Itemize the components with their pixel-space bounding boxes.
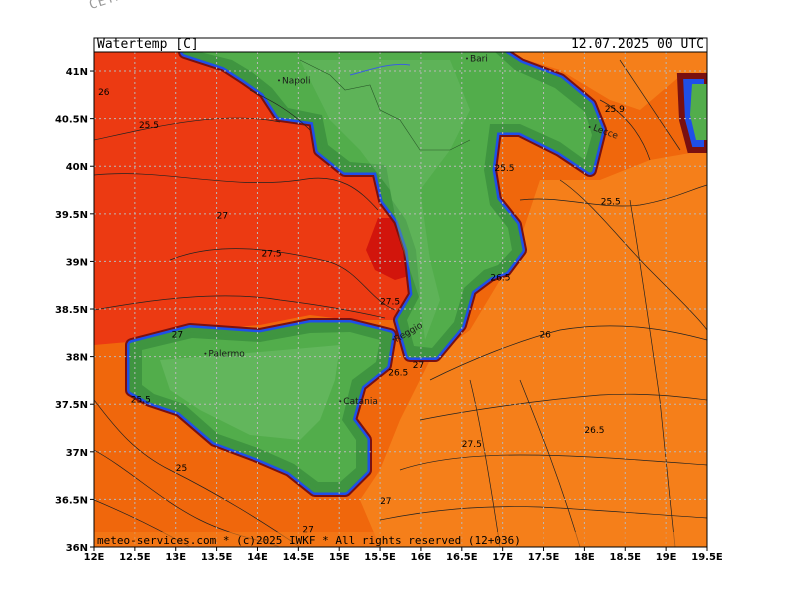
region-border xyxy=(299,59,471,151)
place-marker xyxy=(277,79,280,82)
contour-value-label: 25 xyxy=(176,464,187,474)
longitude-axis: 12E 12.5E 13E 13.5E 14E 14.5E 15E 15.5E 16E 16.5E… xyxy=(84,547,723,563)
lat-tick-label: 39.5N xyxy=(55,210,88,221)
ionian-sea-region xyxy=(360,150,707,547)
place-marker xyxy=(339,400,342,403)
lon-tick-label: 16E xyxy=(411,552,432,563)
lat-tick-label: 40N xyxy=(66,162,88,173)
lon-tick-label: 18.5E xyxy=(610,552,642,563)
contour-value-label: 26.5 xyxy=(388,369,408,379)
lon-tick-label: 12E xyxy=(84,552,105,563)
place-marker xyxy=(588,126,591,129)
contour-value-label: 27.5 xyxy=(262,250,282,260)
place-marker xyxy=(465,57,468,60)
contour-value-label: 26 xyxy=(539,331,551,341)
lat-lon-grid xyxy=(94,52,707,547)
place-marker xyxy=(204,352,207,355)
header-bar xyxy=(93,37,708,53)
lat-tick-label: 37N xyxy=(66,448,88,459)
lon-tick-label: 18E xyxy=(574,552,595,563)
lat-tick-label: 40.5N xyxy=(55,115,88,126)
contour-value-label: 26.5 xyxy=(584,426,604,436)
inland-relief xyxy=(300,60,470,340)
river-line xyxy=(349,63,411,76)
place-label: Napoli xyxy=(282,76,310,86)
lon-tick-label: 16.5E xyxy=(446,552,478,563)
footer-band xyxy=(94,532,707,547)
lat-tick-label: 37.5N xyxy=(55,400,88,411)
place-marker xyxy=(392,338,395,341)
chart-title: Watertemp [C] xyxy=(97,37,199,52)
place-label: Catania xyxy=(343,397,378,407)
contour-value-label: 25.5 xyxy=(494,164,514,174)
lat-tick-label: 36N xyxy=(66,543,88,554)
contour-value-label: 27 xyxy=(172,331,183,341)
contour-value-label: 27 xyxy=(302,526,313,536)
contour-value-label: 25.9 xyxy=(605,105,625,115)
sicily xyxy=(125,318,397,497)
lon-tick-label: 19.5E xyxy=(691,552,723,563)
place-label: Bari xyxy=(470,55,488,65)
lat-tick-label: 38N xyxy=(66,353,88,364)
contour-value-label: 27.5 xyxy=(380,297,400,307)
contour-value-label: 25.5 xyxy=(601,197,621,207)
lat-tick-label: 39N xyxy=(66,257,88,268)
lon-tick-label: 17E xyxy=(492,552,513,563)
adriatic-sea-region xyxy=(500,52,707,110)
warm-sea-region xyxy=(94,52,410,345)
contour-labels: 26 25.5 25.9 25.5 25.5 27 27.5 26.5 27.5 27 26 26.5… xyxy=(98,88,625,536)
lon-tick-label: 15.5E xyxy=(364,552,396,563)
forecast-datetime: 12.07.2025 00 UTC xyxy=(570,37,704,52)
contour-value-label: 25.5 xyxy=(139,121,159,131)
balkan-coast xyxy=(676,73,707,153)
contour-value-label: 26.5 xyxy=(490,273,510,283)
contour-value-label: 26 xyxy=(98,88,110,98)
contour-value-label: 25.5 xyxy=(131,395,151,405)
contour-value-label: 27 xyxy=(413,361,424,371)
lon-tick-label: 12.5E xyxy=(119,552,151,563)
contour-value-label: 27.5 xyxy=(462,440,482,450)
lat-tick-label: 41N xyxy=(66,67,88,78)
place-label: Palermo xyxy=(208,350,245,360)
lat-tick-label: 38.5N xyxy=(55,305,88,316)
italy-mainland xyxy=(178,52,607,362)
contour-value-label: 27 xyxy=(380,497,391,507)
lon-tick-label: 14.5E xyxy=(283,552,315,563)
lon-tick-label: 15E xyxy=(329,552,350,563)
lat-tick-label: 36.5N xyxy=(55,495,88,506)
contour-value-label: 27 xyxy=(217,212,228,222)
latitude-axis: 41N 40.5N 40N 39.5N 39N 38.5N 38N 37.5N 37N 36.5N… xyxy=(55,67,94,554)
lon-tick-label: 17.5E xyxy=(528,552,560,563)
copyright-footer: meteo-services.com * (c)2025 IWKF * All … xyxy=(97,534,521,547)
lon-tick-label: 14E xyxy=(247,552,268,563)
lon-tick-label: 13E xyxy=(165,552,186,563)
lon-tick-label: 19E xyxy=(656,552,677,563)
lon-tick-label: 13.5E xyxy=(201,552,233,563)
